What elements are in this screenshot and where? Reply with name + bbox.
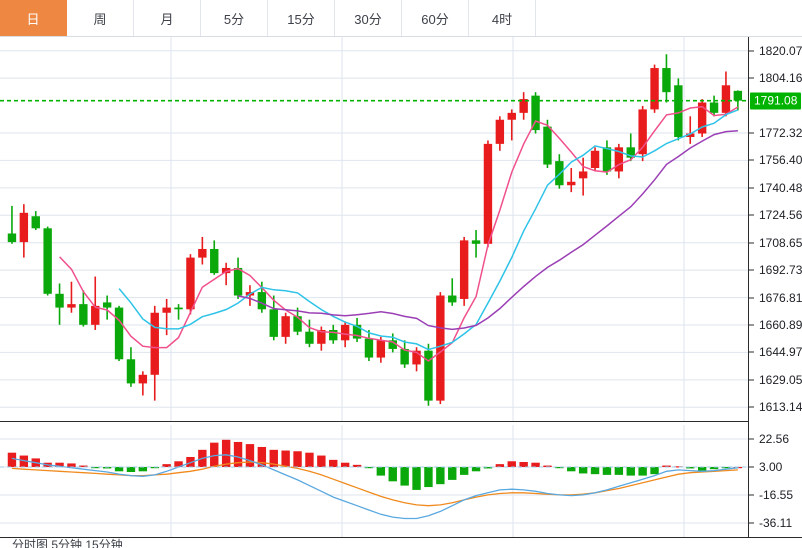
bottom-strip-text: 分时图 5分钟 15分钟 — [12, 538, 123, 548]
macd-axis-label: 3.00 — [759, 460, 783, 474]
price-axis-tick — [748, 77, 754, 79]
timeframe-tab-label: 15分 — [287, 11, 315, 27]
ma-line-MA5 — [59, 105, 739, 362]
current-price-badge: 1791.08 — [750, 92, 802, 110]
price-axis-tick — [748, 159, 754, 161]
ma-line-MA20 — [237, 129, 738, 331]
timeframe-tab-label: 周 — [93, 11, 107, 27]
price-axis-tick — [748, 297, 754, 299]
price-axis-tick — [748, 242, 754, 244]
bottom-strip: 分时图 5分钟 15分钟 — [0, 538, 802, 548]
timeframe-tab-6[interactable]: 60分 — [402, 0, 469, 36]
macd-axis-tick — [748, 466, 754, 468]
price-axis-label: 1676.81 — [759, 290, 802, 305]
price-axis-label: 1692.73 — [759, 263, 802, 278]
timeframe-tab-label: 4时 — [491, 11, 513, 27]
price-axis-tick — [748, 132, 754, 134]
tabbar-filler — [536, 0, 802, 36]
macd-axis-tick — [748, 522, 754, 524]
price-axis-label: 1644.97 — [759, 345, 802, 360]
price-axis-label: 1772.32 — [759, 125, 802, 140]
price-axis-tick — [748, 269, 754, 271]
price-axis-label: 1629.05 — [759, 372, 802, 387]
price-axis-label: 1708.65 — [759, 235, 802, 250]
timeframe-tab-4[interactable]: 15分 — [268, 0, 335, 36]
timeframe-tab-0[interactable]: 日 — [0, 0, 67, 36]
price-axis-tick — [748, 324, 754, 326]
timeframe-tab-2[interactable]: 月 — [134, 0, 201, 36]
macd-axis-label: -36.11 — [759, 515, 793, 530]
macd-axis-label: -16.55 — [759, 487, 794, 502]
bottom-divider — [0, 537, 802, 538]
timeframe-tab-7[interactable]: 4时 — [469, 0, 536, 36]
macd-plot — [0, 425, 748, 537]
timeframe-tab-3[interactable]: 5分 — [201, 0, 268, 36]
ma-line-MA10 — [118, 109, 739, 351]
macd-axis: 22.56 3.00 -16.55 -36.11 — [748, 425, 802, 537]
timeframe-tab-1[interactable]: 周 — [67, 0, 134, 36]
price-axis-label: 1804.16 — [759, 71, 802, 86]
timeframe-tab-5[interactable]: 30分 — [335, 0, 402, 36]
price-chart-panel[interactable] — [0, 37, 748, 421]
timeframe-tab-label: 日 — [26, 11, 40, 27]
macd-axis-label: 22.56 — [759, 432, 790, 446]
price-axis: 1820.07 1804.16 1772.32 1756.40 1740.48 1724.… — [748, 37, 802, 421]
candlestick-plot — [0, 37, 748, 421]
price-axis-label: 1660.89 — [759, 318, 802, 332]
price-axis-tick — [748, 214, 754, 216]
panel-divider — [0, 421, 748, 422]
price-axis-label: 1724.56 — [759, 208, 802, 223]
macd-chart-panel[interactable] — [0, 425, 748, 537]
price-axis-tick — [748, 351, 754, 353]
price-axis-label: 1740.48 — [759, 180, 802, 195]
timeframe-tab-label: 30分 — [354, 11, 382, 27]
price-axis-label: 1820.07 — [759, 43, 802, 58]
macd-axis-tick — [748, 438, 754, 440]
timeframe-tabbar: 日 周 月 5分 15分 30分 60分 4时 — [0, 0, 802, 37]
price-gridlines — [0, 37, 748, 421]
price-axis-tick — [748, 406, 754, 408]
price-axis-tick — [748, 50, 754, 52]
price-axis-label: 1756.40 — [759, 153, 802, 168]
timeframe-tab-label: 5分 — [223, 11, 245, 27]
price-axis-label: 1613.14 — [759, 400, 802, 415]
candle-series — [7, 54, 743, 406]
axis-divider — [748, 37, 749, 537]
timeframe-tab-label: 60分 — [421, 11, 449, 27]
price-axis-tick — [748, 187, 754, 189]
macd-axis-tick — [748, 494, 754, 496]
timeframe-tab-label: 月 — [160, 11, 174, 27]
macd-diff-line — [11, 454, 738, 520]
price-axis-tick — [748, 379, 754, 381]
